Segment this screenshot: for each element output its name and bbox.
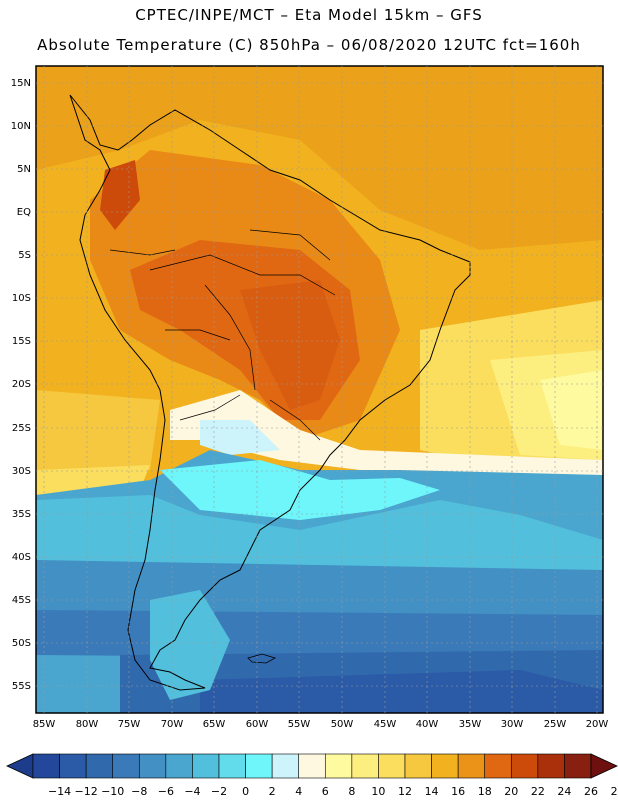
colorbar-swatch [271, 753, 300, 779]
colorbar-label: 24 [557, 785, 571, 798]
colorbar-swatch [298, 753, 326, 779]
colorbar-swatch [138, 753, 167, 779]
colorbar-label: 10 [371, 785, 385, 798]
colorbar-label: −2 [211, 785, 227, 798]
lon-label: 55W [288, 719, 311, 730]
colorbar-swatch [564, 753, 592, 779]
lat-label: 5N [17, 164, 31, 175]
lon-label: 45W [374, 719, 397, 730]
lon-label: 40W [416, 719, 439, 730]
colorbar-swatch [378, 753, 406, 779]
colorbar-label: 20 [504, 785, 518, 798]
map-frame [35, 65, 604, 714]
lat-label: 10S [12, 293, 31, 304]
lon-label: 85W [33, 719, 56, 730]
colorbar-label: 2 [269, 785, 276, 798]
lon-label: 75W [118, 719, 141, 730]
colorbar: −14 −12 −10 −8 −6 −4 −2 0 2 4 6 8 10 12 14 16 18 20 22 24 26… [6, 753, 618, 798]
lat-label: 45S [12, 595, 31, 606]
colorbar-swatch [165, 753, 193, 779]
colorbar-swatches [32, 753, 592, 779]
lon-label: 30W [501, 719, 524, 730]
colorbar-label: −10 [101, 785, 124, 798]
colorbar-swatch [85, 753, 114, 779]
lat-label: EQ [17, 207, 31, 218]
latitude-labels: 15N 10N 5N EQ 5S 10S 15S 20S 25S 30S 35S… [11, 78, 31, 692]
colorbar-label: 14 [425, 785, 439, 798]
colorbar-label: −4 [184, 785, 200, 798]
colorbar-swatch [351, 753, 379, 779]
lat-label: 25S [12, 423, 31, 434]
colorbar-label: 18 [478, 785, 492, 798]
lon-label: 70W [161, 719, 184, 730]
lat-label: 15S [12, 336, 31, 347]
colorbar-swatch [32, 753, 60, 779]
lon-label: 25W [544, 719, 567, 730]
country-borders [109, 229, 336, 441]
lon-label: 35W [459, 719, 482, 730]
lat-label: 15N [11, 78, 31, 89]
lon-label: 50W [331, 719, 354, 730]
colorbar-swatch [324, 753, 353, 779]
lon-label: 20W [586, 719, 609, 730]
coastline [69, 94, 471, 691]
lat-label: 30S [12, 466, 31, 477]
colorbar-label: 12 [398, 785, 412, 798]
colorbar-swatch [218, 753, 246, 779]
chart-title-line-1: CPTEC/INPE/MCT – Eta Model 15km – GFS [135, 6, 483, 24]
colorbar-label: 28 [611, 785, 618, 798]
longitude-labels: 85W 80W 75W 70W 65W 60W 55W 50W 45W 40W … [33, 719, 609, 730]
lon-label: 65W [203, 719, 226, 730]
chart-title-line-2: Absolute Temperature (C) 850hPa – 06/08/… [37, 36, 581, 54]
colorbar-label: −6 [158, 785, 174, 798]
colorbar-label: −8 [131, 785, 147, 798]
lat-label: 40S [12, 552, 31, 563]
colorbar-swatch [431, 753, 459, 779]
colorbar-labels: −14 −12 −10 −8 −6 −4 −2 0 2 4 6 8 10 12 14 16 18 20 22 24 26… [48, 785, 618, 798]
colorbar-swatch [404, 753, 432, 779]
colorbar-high-arrow [590, 753, 618, 779]
colorbar-label: 26 [584, 785, 598, 798]
colorbar-label: 6 [322, 785, 329, 798]
falkland-islands [247, 653, 277, 664]
colorbar-label: −14 [48, 785, 71, 798]
colorbar-low-arrow [6, 753, 34, 779]
colorbar-swatch [59, 753, 87, 779]
colorbar-swatch [537, 753, 565, 779]
colorbar-swatch [484, 753, 512, 779]
lat-label: 55S [12, 681, 31, 692]
colorbar-label: 22 [531, 785, 545, 798]
lon-label: 60W [246, 719, 269, 730]
colorbar-swatch [245, 753, 273, 779]
colorbar-swatch [112, 753, 140, 779]
colorbar-label: 0 [242, 785, 249, 798]
colorbar-label: 4 [295, 785, 302, 798]
lat-label: 5S [18, 250, 31, 261]
colorbar-label: 8 [348, 785, 355, 798]
lat-label: 10N [11, 121, 31, 132]
colorbar-label: −12 [75, 785, 98, 798]
colorbar-swatch [510, 753, 539, 779]
colorbar-swatch [192, 753, 220, 779]
lat-label: 35S [12, 509, 31, 520]
colorbar-label: 16 [451, 785, 465, 798]
map-field [36, 66, 603, 713]
lat-label: 50S [12, 638, 31, 649]
lon-label: 80W [76, 719, 99, 730]
colorbar-swatch [457, 753, 486, 779]
lat-label: 20S [12, 379, 31, 390]
